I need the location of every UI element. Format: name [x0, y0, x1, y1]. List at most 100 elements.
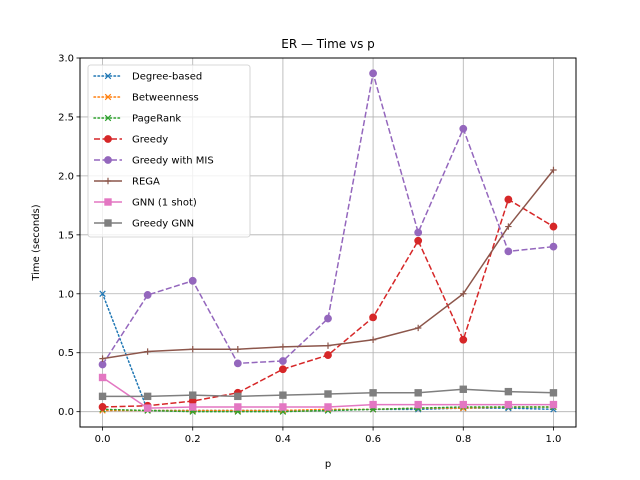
data-point-greedy-with-mis	[549, 242, 558, 251]
data-point-greedy-with-mis	[324, 314, 332, 323]
data-point-greedy-gnn	[324, 390, 332, 398]
data-point-rega	[460, 290, 467, 297]
data-point-greedy-gnn	[369, 389, 377, 397]
legend-marker	[104, 72, 112, 80]
data-point-rega	[414, 324, 422, 332]
legend-entry-greedy-gnn: Greedy GNN	[94, 219, 194, 230]
data-point-greedy-with-mis	[459, 124, 468, 133]
x-tick-label: 1.0	[546, 434, 562, 445]
series-rega	[99, 166, 557, 362]
legend: Degree-based Betweenness PageRank Greedy Gre…	[87, 64, 251, 238]
legend-entry-betweenness: Betweenness	[93, 93, 199, 104]
legend-label: Greedy with MIS	[132, 156, 214, 167]
legend-box	[87, 64, 251, 238]
data-point-greedy	[369, 313, 377, 322]
legend-entry-rega: REGA	[94, 177, 160, 188]
data-point-gnn-1-shot	[189, 403, 197, 411]
data-point-greedy-with-mis	[414, 228, 423, 237]
data-point-gnn-1-shot	[549, 400, 558, 409]
data-point-gnn-1-shot	[98, 373, 107, 382]
x-tick-label: 0.8	[455, 434, 471, 445]
legend-label: GNN (1 shot)	[132, 198, 197, 209]
data-point-greedy-gnn	[143, 392, 152, 401]
data-point-gnn-1-shot	[279, 403, 287, 411]
data-point-rega	[550, 166, 557, 174]
plot-frame	[79, 57, 577, 428]
legend-entry-degree-based: Degree-based	[93, 72, 202, 83]
legend-label: Degree-based	[132, 72, 202, 83]
data-point-greedy	[324, 351, 332, 359]
data-point-greedy-gnn	[279, 391, 287, 399]
legend-marker	[104, 177, 112, 185]
data-point-gnn-1-shot	[459, 400, 467, 409]
legend-marker	[104, 114, 112, 122]
data-point-greedy-with-mis	[504, 247, 513, 256]
data-point-greedy	[279, 365, 287, 374]
legend-marker	[104, 198, 112, 206]
x-axis-label: p	[325, 459, 331, 470]
data-point-gnn-1-shot	[414, 400, 422, 409]
legend-entry-greedy-with-mis: Greedy with MIS	[94, 156, 214, 167]
data-point-greedy	[549, 222, 558, 231]
data-point-greedy-with-mis	[279, 357, 287, 365]
data-point-gnn-1-shot	[369, 400, 377, 409]
chart-title: ER — Time vs p	[281, 37, 375, 51]
data-point-rega	[234, 345, 242, 353]
data-point-rega	[369, 336, 377, 343]
data-point-greedy-with-mis	[98, 360, 107, 369]
data-point-greedy	[504, 195, 513, 204]
series-greedy-gnn	[98, 385, 558, 401]
data-point-gnn-1-shot	[234, 403, 242, 411]
y-tick-label: 2.5	[58, 112, 74, 123]
data-point-greedy-gnn	[549, 389, 558, 397]
y-axis-label: Time (seconds)	[31, 204, 42, 281]
legend-marker	[104, 135, 112, 143]
data-point-greedy	[459, 335, 468, 344]
data-point-rega	[505, 223, 512, 230]
data-point-rega	[189, 345, 196, 353]
series-line-greedy-with-mis	[101, 73, 554, 365]
legend-label: PageRank	[132, 114, 181, 125]
y-tick-label: 0.5	[58, 348, 74, 359]
data-point-rega	[144, 348, 151, 355]
legend-entry-gnn-1-shot: GNN (1 shot)	[94, 198, 197, 209]
data-point-greedy-gnn	[189, 391, 197, 399]
x-tick-label: 0.2	[185, 434, 201, 445]
data-point-rega	[99, 355, 106, 362]
x-tick-label: 0.0	[95, 434, 111, 445]
data-point-degree-based	[99, 290, 106, 298]
legend-marker	[104, 93, 112, 101]
data-point-gnn-1-shot	[143, 404, 152, 412]
legend-entry-pagerank: PageRank	[93, 114, 181, 125]
x-tick-label: 0.4	[275, 434, 291, 445]
data-point-greedy-gnn	[234, 392, 242, 401]
legend-label: Greedy	[132, 135, 168, 146]
ticks: 0.0 0.2 0.4 0.6 0.8 1.0 0.0 0.5 1.0 1.5 2.0 2.5 3.0	[58, 54, 561, 446]
legend-marker	[104, 156, 112, 164]
y-tick-label: 2.0	[58, 171, 74, 182]
data-point-greedy-with-mis	[369, 69, 377, 78]
data-point-greedy-gnn	[459, 385, 467, 393]
data-point-greedy-with-mis	[233, 359, 242, 368]
data-point-rega	[279, 343, 287, 351]
x-tick-label: 0.6	[365, 434, 381, 445]
data-point-greedy-gnn	[504, 387, 513, 396]
legend-entry-greedy: Greedy	[94, 135, 168, 146]
data-point-greedy-with-mis	[188, 276, 197, 285]
legend-label: REGA	[132, 177, 160, 188]
legend-label: Greedy GNN	[132, 219, 194, 230]
data-point-gnn-1-shot	[324, 403, 332, 411]
series-greedy-with-mis	[98, 69, 558, 369]
grid	[80, 57, 576, 427]
data-point-rega	[324, 342, 332, 349]
data-point-greedy	[98, 403, 107, 411]
data-point-greedy	[414, 236, 423, 245]
y-tick-label: 1.5	[58, 230, 74, 241]
legend-label: Betweenness	[132, 93, 199, 104]
legend-marker	[104, 219, 112, 227]
y-tick-label: 3.0	[58, 54, 74, 65]
data-point-gnn-1-shot	[504, 400, 513, 409]
data-point-greedy-with-mis	[143, 291, 152, 299]
data-point-greedy-gnn	[414, 389, 422, 397]
